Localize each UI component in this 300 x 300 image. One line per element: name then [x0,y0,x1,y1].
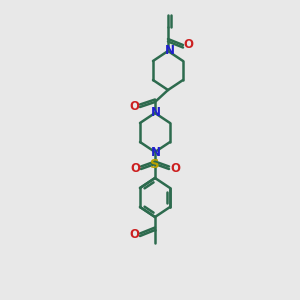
Text: O: O [129,229,139,242]
Text: N: N [151,106,161,118]
Text: N: N [151,146,161,160]
Text: N: N [165,44,175,56]
Text: O: O [129,100,139,113]
Text: O: O [170,163,180,176]
Text: O: O [183,38,193,52]
Text: O: O [130,163,140,176]
Text: S: S [150,158,160,170]
